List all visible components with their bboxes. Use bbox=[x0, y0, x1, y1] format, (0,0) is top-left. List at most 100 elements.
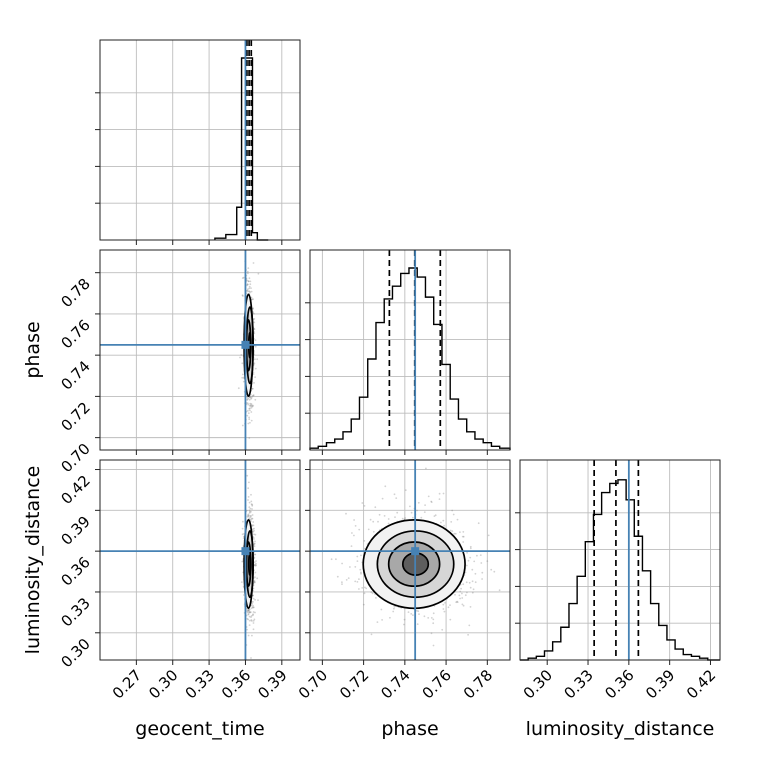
xlabel-phase: phase bbox=[381, 718, 438, 740]
sample-point bbox=[241, 277, 244, 279]
sample-point bbox=[248, 396, 251, 399]
sample-point bbox=[252, 536, 255, 539]
sample-point bbox=[248, 481, 250, 484]
sample-point bbox=[254, 553, 257, 556]
x-tick-label: 0.30 bbox=[520, 666, 556, 702]
sample-point bbox=[246, 414, 249, 417]
sample-point bbox=[253, 543, 256, 545]
sample-point bbox=[252, 262, 255, 264]
sample-point bbox=[490, 568, 493, 571]
sample-point bbox=[480, 562, 483, 564]
sample-point bbox=[462, 604, 465, 607]
sample-point bbox=[393, 607, 395, 610]
sample-point bbox=[354, 566, 357, 568]
y-tick-label: 0.42 bbox=[57, 472, 93, 508]
sample-point bbox=[449, 604, 451, 606]
sample-point bbox=[246, 288, 249, 291]
sample-point bbox=[456, 600, 458, 603]
sample-point bbox=[257, 599, 259, 601]
sample-point bbox=[246, 279, 248, 282]
sample-point bbox=[423, 615, 426, 618]
sample-point bbox=[248, 610, 251, 613]
x-tick-label: 0.72 bbox=[336, 666, 372, 702]
sample-point bbox=[253, 581, 256, 584]
sample-point bbox=[451, 509, 454, 512]
sample-point bbox=[468, 624, 471, 627]
sample-point bbox=[383, 515, 386, 517]
sample-point bbox=[438, 492, 441, 495]
sample-point bbox=[432, 622, 435, 625]
sample-point bbox=[241, 527, 244, 530]
sample-point bbox=[242, 276, 245, 279]
sample-point bbox=[252, 601, 254, 603]
sample-point bbox=[374, 506, 377, 509]
sample-point bbox=[242, 295, 244, 297]
sample-point bbox=[249, 402, 252, 405]
sample-point bbox=[253, 527, 255, 530]
sample-point bbox=[255, 564, 257, 567]
sample-point bbox=[250, 397, 253, 400]
y-tick-label: 0.72 bbox=[57, 398, 93, 434]
sample-point bbox=[250, 403, 253, 405]
sample-point bbox=[354, 580, 357, 583]
sample-point bbox=[453, 532, 456, 535]
sample-point bbox=[349, 566, 351, 568]
sample-point bbox=[252, 597, 255, 600]
sample-point bbox=[363, 505, 366, 507]
sample-point bbox=[433, 515, 436, 517]
sample-point bbox=[432, 612, 435, 615]
sample-point bbox=[249, 291, 252, 294]
sample-point bbox=[248, 287, 251, 290]
sample-point bbox=[249, 409, 251, 412]
panel-luminosity_distance-vs-geocent_time: 0.27 0.30 0.33 0.36 0.390.300.330.360.390.42 bbox=[57, 459, 301, 702]
sample-point bbox=[247, 412, 250, 415]
sample-point bbox=[251, 504, 254, 507]
sample-point bbox=[246, 609, 249, 612]
sample-point bbox=[248, 517, 250, 520]
sample-point bbox=[250, 404, 253, 406]
sample-point bbox=[248, 611, 251, 614]
sample-point bbox=[441, 628, 444, 631]
sample-point bbox=[461, 603, 464, 606]
sample-point bbox=[250, 515, 253, 517]
y-tick-label: 0.74 bbox=[57, 357, 93, 393]
sample-point bbox=[479, 554, 482, 556]
sample-point bbox=[247, 409, 249, 412]
histogram-phase bbox=[309, 267, 511, 450]
sample-point bbox=[360, 572, 362, 575]
sample-point bbox=[248, 407, 251, 410]
sample-point bbox=[330, 558, 333, 561]
sample-point bbox=[247, 272, 249, 275]
sample-point bbox=[443, 610, 446, 613]
x-tick-label: 0.39 bbox=[642, 666, 678, 702]
y-tick-label: 0.76 bbox=[57, 316, 93, 352]
sample-point bbox=[249, 611, 251, 613]
sample-point bbox=[247, 499, 249, 501]
sample-point bbox=[377, 520, 379, 523]
sample-point bbox=[442, 608, 445, 610]
sample-point bbox=[253, 318, 256, 320]
sample-point bbox=[461, 592, 463, 595]
sample-point bbox=[240, 581, 243, 583]
panel-phase-vs-geocent_time: 0.70 0.72 0.74 0.76 0.78 bbox=[57, 249, 301, 476]
sample-point bbox=[251, 606, 254, 608]
sample-point bbox=[247, 634, 250, 637]
sample-point bbox=[254, 540, 256, 543]
sample-point bbox=[351, 532, 353, 534]
sample-point bbox=[252, 594, 254, 597]
sample-point bbox=[237, 387, 240, 390]
sample-point bbox=[248, 416, 251, 419]
sample-point bbox=[493, 570, 496, 573]
sample-point bbox=[381, 497, 384, 500]
sample-point bbox=[255, 560, 257, 562]
sample-point bbox=[252, 521, 255, 523]
sample-point bbox=[248, 277, 251, 280]
sample-point bbox=[250, 607, 253, 610]
sample-point bbox=[246, 515, 249, 518]
sample-point bbox=[442, 603, 445, 606]
sample-point bbox=[249, 611, 252, 614]
sample-point bbox=[353, 519, 355, 521]
sample-point bbox=[249, 507, 252, 510]
sample-point bbox=[247, 397, 250, 400]
sample-point bbox=[434, 514, 437, 517]
